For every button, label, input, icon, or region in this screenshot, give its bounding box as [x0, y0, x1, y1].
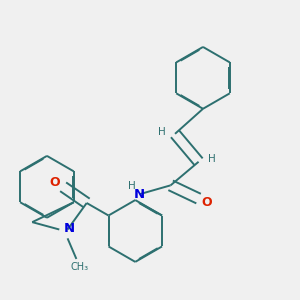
Text: N: N	[134, 188, 145, 201]
Text: H: H	[158, 127, 166, 137]
Text: O: O	[202, 196, 212, 209]
Text: CH₃: CH₃	[70, 262, 88, 272]
Text: H: H	[208, 154, 216, 164]
Text: N: N	[64, 221, 75, 235]
Text: H: H	[128, 181, 135, 191]
Text: O: O	[50, 176, 60, 189]
